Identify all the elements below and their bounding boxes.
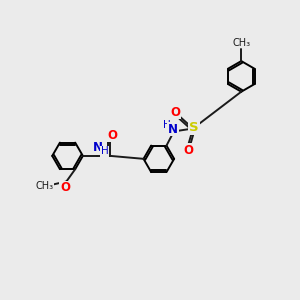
Text: O: O (170, 106, 180, 119)
Text: N: N (168, 123, 178, 136)
Text: O: O (183, 144, 193, 157)
Text: O: O (108, 129, 118, 142)
Text: O: O (60, 182, 70, 194)
Text: N: N (93, 141, 103, 154)
Text: H: H (164, 120, 171, 130)
Text: H: H (100, 146, 108, 157)
Text: S: S (189, 122, 199, 134)
Text: CH₃: CH₃ (232, 38, 250, 48)
Text: CH₃: CH₃ (35, 181, 53, 191)
